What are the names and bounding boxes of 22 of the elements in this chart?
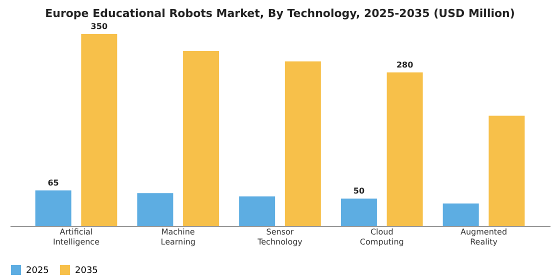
x-tick-label: Augmented Reality — [460, 228, 508, 246]
x-tick-label: Machine Learning — [160, 228, 196, 246]
bar — [386, 72, 423, 226]
legend-label: 2025 — [26, 266, 49, 276]
legend-label: 2035 — [75, 266, 98, 276]
data-label: 350 — [90, 22, 108, 31]
data-label: 50 — [353, 186, 365, 196]
bar — [340, 198, 377, 226]
bar — [284, 61, 321, 226]
bar — [488, 116, 525, 226]
x-tick-label: Sensor Technology — [256, 228, 303, 246]
bar — [239, 196, 276, 226]
bar — [137, 193, 174, 226]
x-tick-label: Cloud Computing — [360, 228, 404, 246]
data-label: 280 — [396, 60, 414, 70]
x-tick-label: Artificial Intelligence — [52, 228, 100, 246]
bar — [442, 204, 479, 226]
data-label: 65 — [48, 178, 60, 188]
bar — [81, 34, 118, 226]
bar — [183, 51, 220, 226]
bar — [35, 190, 72, 226]
chart-title: Europe Educational Robots Market, By Technology, 2025-2035 (USD Million) — [45, 7, 515, 20]
